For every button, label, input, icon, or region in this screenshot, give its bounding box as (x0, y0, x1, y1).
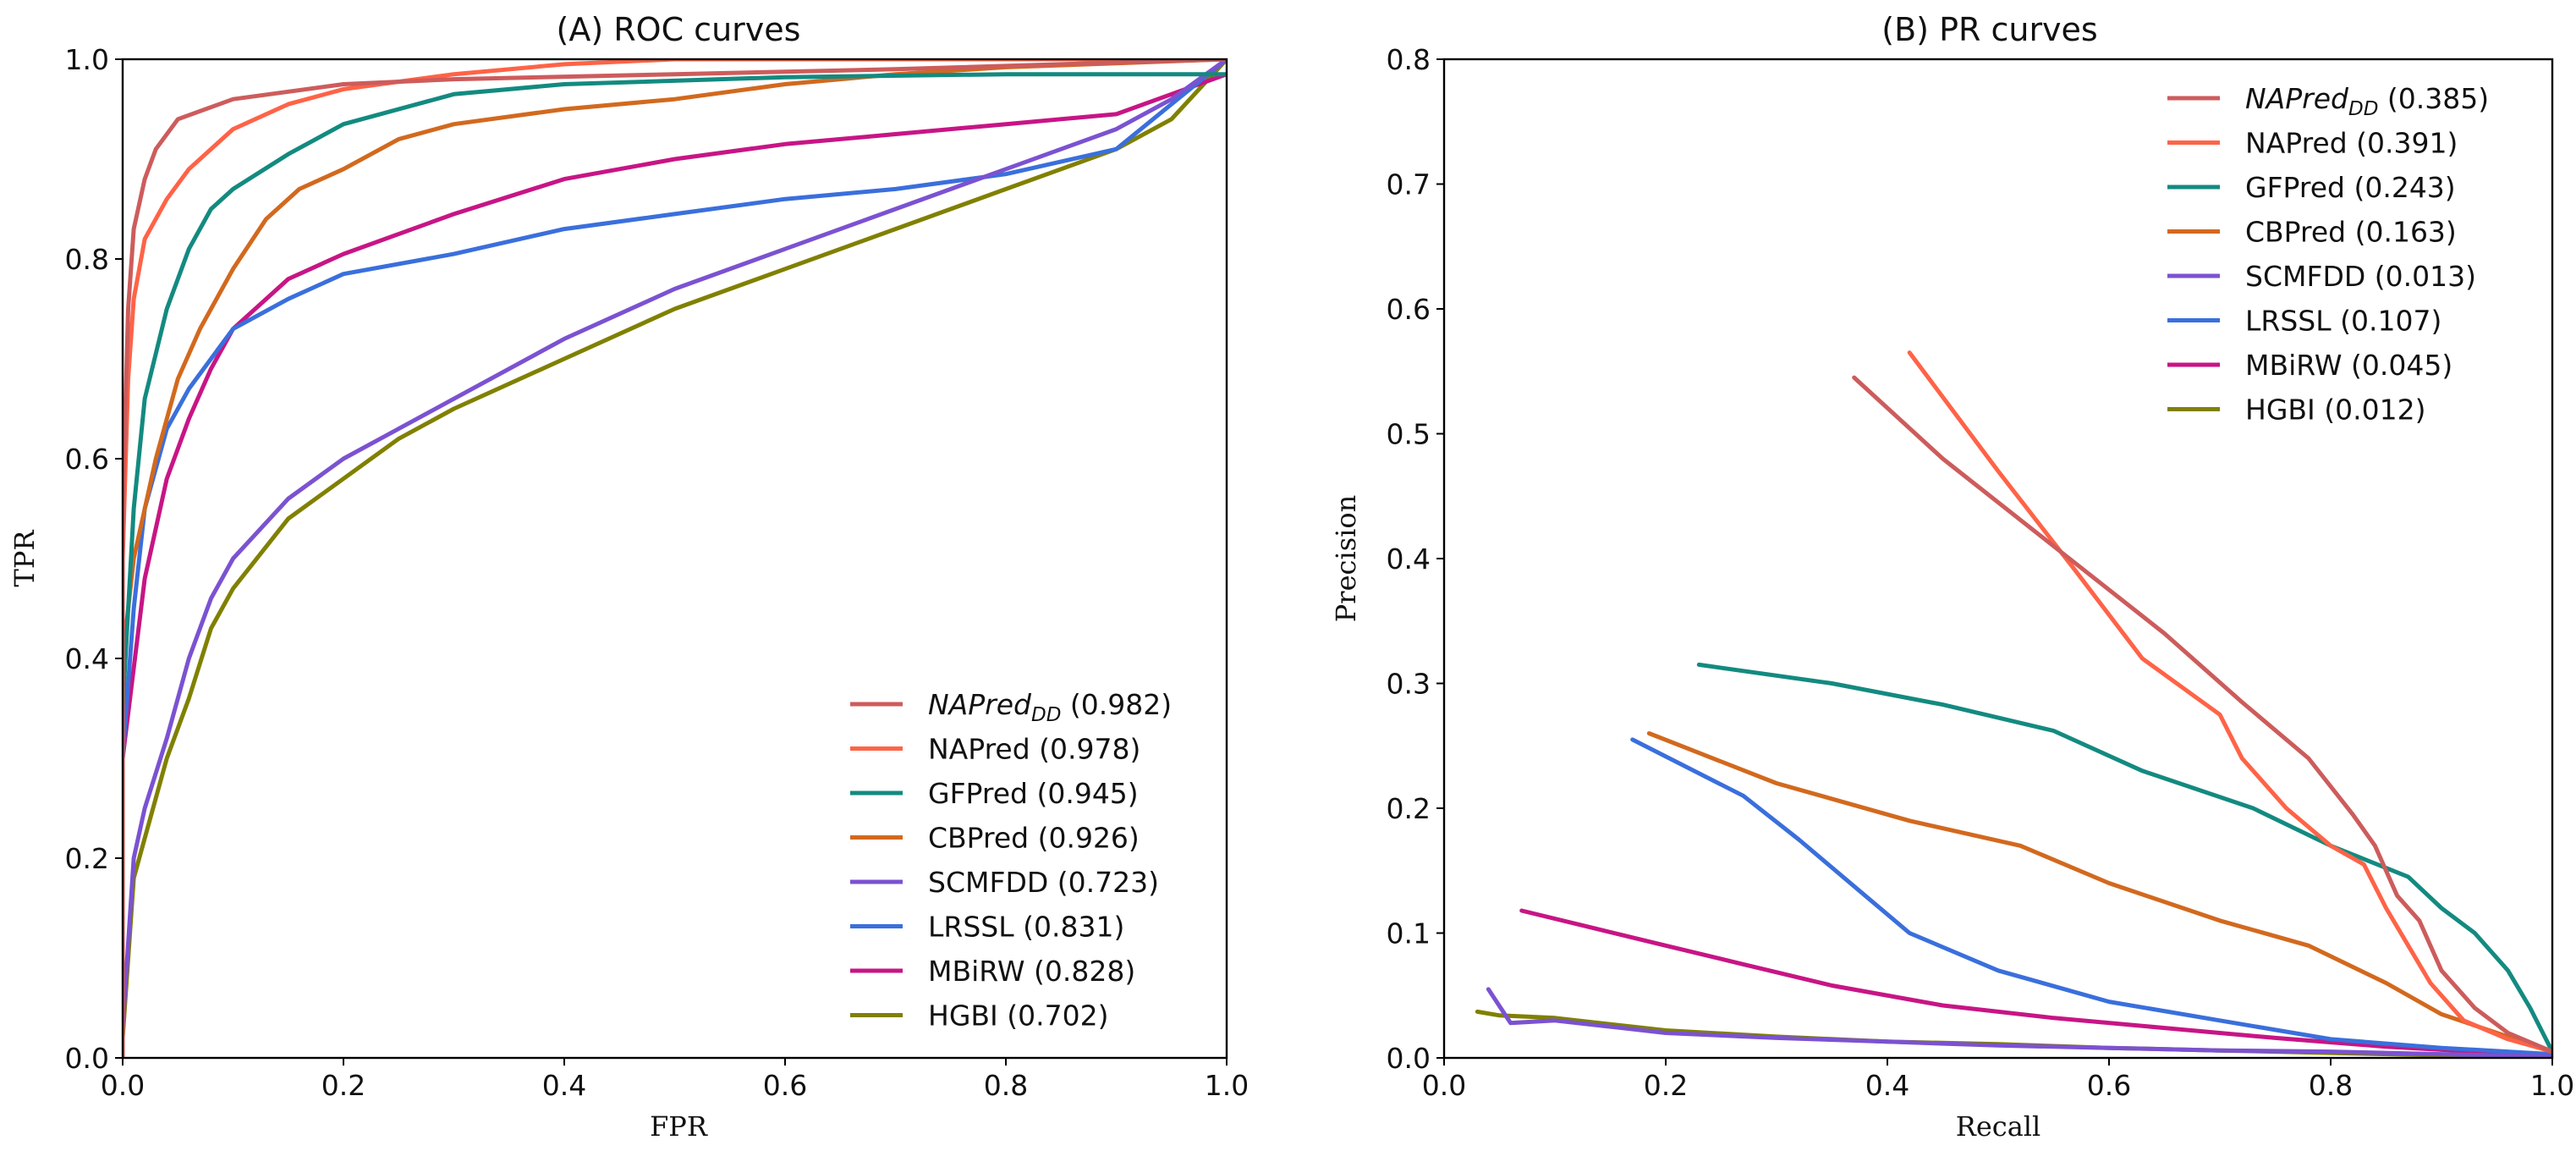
pr-legend: NAPredDD (0.385) NAPred (0.391) GFPred (0.… (2167, 82, 2489, 427)
roc-x-tick-label: 0.2 (321, 1069, 365, 1102)
pr-curve-scmfdd (1486, 987, 2552, 1058)
pr-curve-lrssl (1630, 737, 2552, 1057)
pr-y-tick-label: 0.2 (1387, 792, 1431, 825)
roc-legend: NAPredDD (0.982) NAPred (0.978) GFPred (0.… (850, 688, 1172, 1033)
roc-legend-label: GFPred (0.945) (928, 777, 1139, 810)
roc-legend-label: MBiRW (0.828) (928, 955, 1135, 988)
pr-x-tick-label: 1.0 (2530, 1069, 2574, 1102)
pr-x-tick-label: 0.0 (1422, 1069, 1466, 1102)
pr-curve-hgbi (1475, 1009, 2552, 1058)
pr-y-tick-label: 0.8 (1387, 43, 1431, 76)
pr-x-axis-label: Recall (1956, 1110, 2041, 1143)
roc-y-tick-label: 0.0 (65, 1042, 109, 1075)
roc-legend-label: SCMFDD (0.723) (928, 866, 1159, 899)
pr-y-tick-label: 0.4 (1387, 542, 1431, 576)
pr-x-tick-label: 0.4 (1865, 1069, 1909, 1102)
pr-curve-gfpred (1696, 662, 2552, 1055)
pr-y-axis-label: Precision (1330, 495, 1362, 622)
roc-legend-label: NAPredDD (0.982) (928, 688, 1172, 726)
roc-y-tick-label: 0.4 (65, 642, 109, 675)
pr-x-tick-label: 0.8 (2309, 1069, 2353, 1102)
pr-x-tick-label: 0.6 (2087, 1069, 2131, 1102)
pr-curve-napred (1907, 350, 2552, 1055)
roc-y-axis-label: TPR (8, 530, 41, 587)
pr-curve-cbpred (1646, 731, 2552, 1055)
roc-x-tick-label: 0.0 (101, 1069, 145, 1102)
roc-curve-lrssl (123, 59, 1227, 1058)
roc-curve-hgbi (123, 59, 1227, 1040)
pr-x-tick-label: 0.2 (1644, 1069, 1688, 1102)
roc-plot-frame (121, 58, 1228, 1060)
roc-x-tick-label: 0.4 (542, 1069, 586, 1102)
pr-y-tick-label: 0.1 (1387, 917, 1431, 950)
roc-curve-scmfdd (123, 59, 1227, 1031)
roc-x-axis-label: FPR (650, 1110, 708, 1143)
pr-y-tick-label: 0.6 (1387, 293, 1431, 326)
roc-y-tick-label: 0.8 (65, 243, 109, 276)
pr-legend-label: GFPred (0.243) (2245, 171, 2456, 204)
roc-legend-label: LRSSL (0.831) (928, 911, 1124, 944)
pr-panel: (B) PR curves 0.0 0.2 0.4 0.6 0.8 1.0 0.0 0.1 0.… (1330, 11, 2574, 1143)
roc-y-tick-label: 0.6 (65, 443, 109, 476)
roc-curve-cbpred (123, 59, 1227, 1058)
roc-curve-napred (123, 59, 1227, 1058)
pr-legend-label: MBiRW (0.045) (2245, 349, 2452, 382)
roc-curves (123, 59, 1227, 1058)
roc-x-tick-label: 1.0 (1205, 1069, 1249, 1102)
pr-legend-label: HGBI (0.012) (2245, 394, 2425, 427)
pr-y-tick-label: 0.3 (1387, 668, 1431, 701)
roc-legend-label: CBPred (0.926) (928, 822, 1140, 855)
pr-legend-label: SCMFDD (0.013) (2245, 260, 2476, 293)
pr-y-tick-label: 0.0 (1387, 1042, 1431, 1075)
roc-legend-label: HGBI (0.702) (928, 1000, 1108, 1033)
pr-curve-mbirw (1519, 908, 2552, 1058)
roc-panel: (A) ROC curves 0.0 0.2 0.4 0.6 0.8 1.0 0.0 0.2 0… (8, 11, 1249, 1143)
pr-y-tick-label: 0.7 (1387, 168, 1431, 201)
roc-legend-label: NAPred (0.978) (928, 733, 1140, 766)
pr-legend-label: NAPredDD (0.385) (2245, 82, 2489, 120)
roc-curve-gfpred (123, 72, 1227, 1058)
roc-y-tick-label: 1.0 (65, 43, 109, 76)
roc-x-tick-label: 0.8 (984, 1069, 1028, 1102)
pr-title: (B) PR curves (1881, 11, 2097, 48)
pr-legend-label: CBPred (0.163) (2245, 216, 2457, 249)
pr-legend-label: NAPred (0.391) (2245, 127, 2458, 160)
pr-plot-frame (1442, 58, 2554, 1060)
pr-curves (1475, 350, 2552, 1058)
roc-x-tick-label: 0.6 (763, 1069, 807, 1102)
roc-title: (A) ROC curves (557, 11, 801, 48)
pr-legend-label: LRSSL (0.107) (2245, 305, 2441, 338)
pr-curve-napred-dd (1852, 375, 2552, 1055)
roc-curve-mbirw (123, 72, 1227, 1058)
roc-curve-napred-dd (123, 59, 1227, 1058)
roc-y-tick-label: 0.2 (65, 842, 109, 875)
pr-y-tick-label: 0.5 (1387, 418, 1431, 451)
